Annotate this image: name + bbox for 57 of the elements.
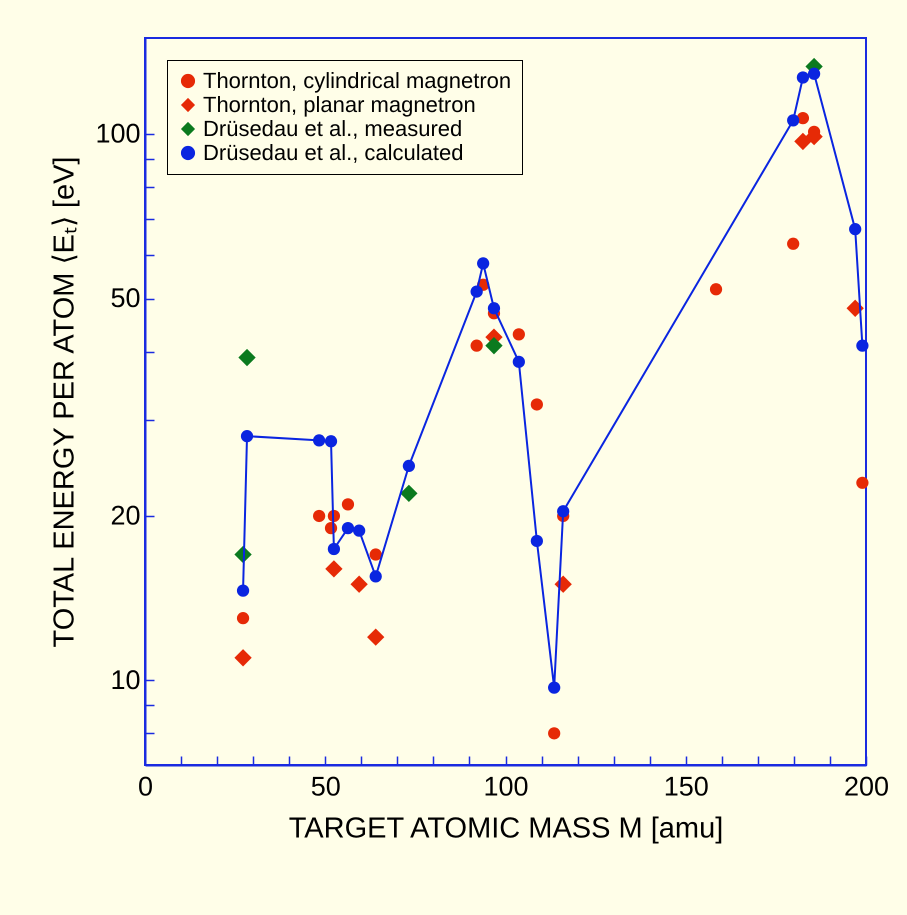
y-tick-label: 50 (110, 283, 140, 314)
y-tick-label: 10 (110, 664, 140, 695)
legend-label: Thornton, cylindrical magnetron (203, 68, 512, 93)
point (710, 283, 722, 296)
x-tick-label: 150 (664, 772, 709, 802)
point (367, 628, 384, 646)
point (485, 337, 503, 354)
point (350, 576, 368, 593)
point (477, 257, 490, 270)
y-tick-label: 100 (95, 118, 140, 149)
x-axis-title: TARGET ATOMIC MASS M [amu] (288, 812, 724, 844)
point (400, 484, 418, 502)
point (324, 435, 338, 448)
point (313, 510, 326, 522)
point (856, 340, 869, 352)
point (794, 132, 812, 150)
point (787, 238, 800, 250)
point (512, 328, 525, 340)
point (530, 534, 543, 548)
point (548, 682, 560, 694)
point (856, 476, 869, 489)
point (796, 71, 810, 84)
point (238, 348, 256, 366)
point (236, 612, 250, 624)
point (342, 522, 354, 534)
point (849, 223, 862, 236)
point (530, 398, 543, 411)
point (342, 498, 354, 511)
point (787, 114, 800, 126)
point (796, 112, 810, 124)
point (512, 356, 525, 368)
point (240, 430, 254, 442)
point (353, 524, 366, 537)
x-tick-label: 0 (138, 772, 154, 802)
legend-label: Thornton, planar magnetron (203, 92, 476, 117)
legend-label: Drüsedau et al., calculated (203, 140, 464, 165)
point (234, 649, 252, 666)
point (325, 560, 343, 578)
point (236, 584, 250, 597)
point (470, 285, 483, 298)
x-tick-label: 100 (483, 772, 529, 802)
point (557, 505, 570, 518)
point (808, 68, 820, 80)
point (370, 570, 382, 583)
point (548, 727, 560, 740)
y-axis-title: TOTAL ENERGY PER ATOM ⟨Eₜ⟩ [eV] (48, 156, 80, 648)
point (370, 548, 382, 561)
point (470, 340, 483, 352)
x-tick-label: 50 (310, 772, 341, 802)
legend-label: Drüsedau et al., measured (203, 116, 462, 141)
y-tick-label: 20 (110, 500, 140, 530)
x-tick-label: 200 (844, 772, 890, 802)
point (846, 300, 864, 317)
point (488, 302, 500, 314)
point (328, 542, 340, 556)
point (313, 434, 326, 447)
point (402, 460, 416, 472)
